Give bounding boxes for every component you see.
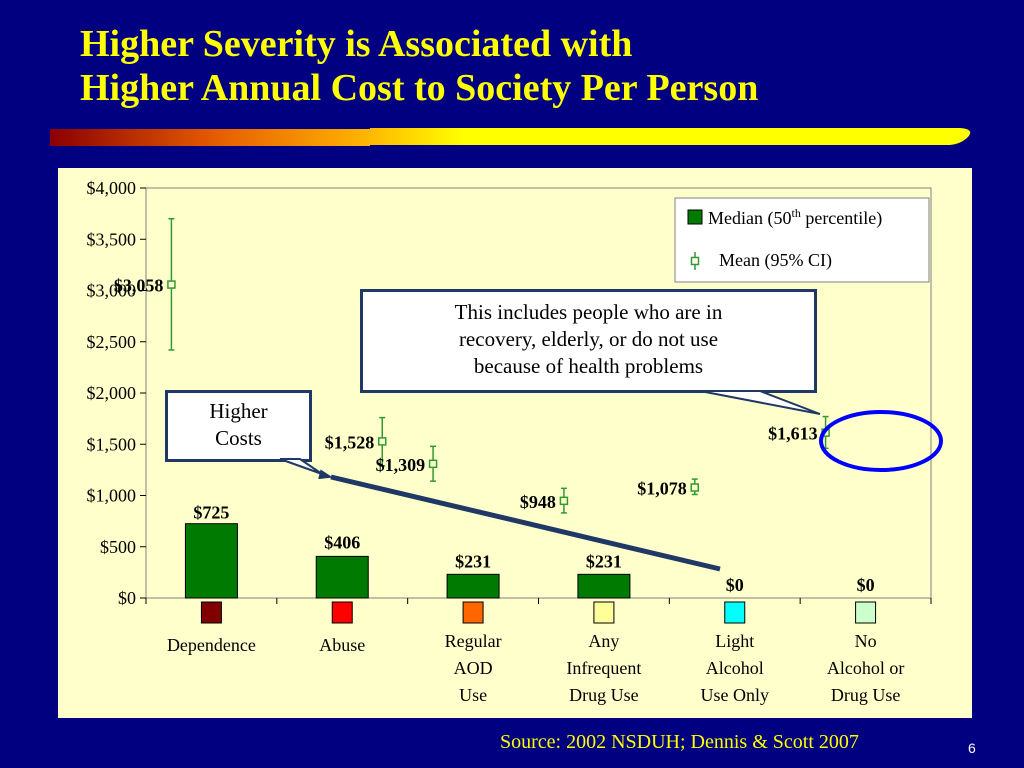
median-value-label: $725 — [193, 503, 229, 523]
median-bar — [446, 573, 500, 599]
category-label: No — [855, 631, 877, 651]
mean-point — [690, 483, 699, 492]
median-value-label: $406 — [324, 532, 360, 552]
category-label: Infrequent — [566, 658, 641, 678]
median-value-label: $231 — [586, 551, 622, 571]
mean-point — [559, 496, 569, 506]
mean-point — [821, 428, 830, 437]
mean-value-label: $1,078 — [637, 479, 687, 499]
category-label: Alcohol or — [827, 658, 904, 678]
mean-point — [428, 459, 438, 469]
y-tick-label: $2,500 — [87, 332, 137, 352]
slide-title: Higher Severity is Associated with Highe… — [80, 22, 758, 110]
category-swatch — [724, 601, 746, 624]
mean-point — [378, 437, 387, 446]
legend-mean-point — [690, 256, 700, 266]
category-label: Use — [459, 685, 487, 705]
median-value-label: $0 — [726, 575, 744, 595]
category-label: Dependence — [167, 635, 256, 655]
median-bar — [184, 523, 238, 599]
mean-value-label: $1,613 — [768, 424, 818, 444]
legend-mean-label: Mean (95% CI) — [719, 250, 832, 271]
legend-box — [674, 197, 930, 283]
y-tick-label: $4,000 — [87, 178, 137, 198]
median-value-label: $0 — [857, 575, 875, 595]
median-bar — [315, 555, 369, 599]
category-label: Drug Use — [569, 685, 639, 705]
category-label: Any — [588, 631, 619, 651]
category-swatch — [593, 601, 615, 624]
higher-costs-line-2: Costs — [215, 426, 262, 450]
includes-note-line-2: recovery, elderly, or do not use — [458, 327, 719, 351]
category-label: AOD — [454, 658, 493, 678]
slide-title-line-1: Higher Severity is Associated with — [80, 23, 633, 65]
includes-note-callout: This includes people who are in recovery… — [360, 289, 817, 393]
legend-median-label: Median (50th percentile) — [708, 206, 882, 229]
median-value-label: $231 — [455, 551, 491, 571]
y-tick-label: $500 — [100, 537, 136, 557]
includes-note-line-3: because of health problems — [473, 354, 704, 378]
category-label: Abuse — [319, 635, 365, 655]
legend-median-swatch — [687, 209, 703, 225]
y-tick-label: $3,000 — [87, 281, 137, 301]
category-label: Use Only — [701, 685, 770, 705]
y-tick-label: $1,500 — [87, 434, 137, 454]
higher-costs-line-1: Higher — [209, 399, 268, 423]
category-swatch — [200, 601, 222, 624]
mean-value-label: $1,309 — [376, 455, 426, 475]
title-underline-bar — [50, 128, 971, 146]
category-swatch — [462, 601, 484, 624]
source-citation: Source: 2002 NSDUH; Dennis & Scott 2007 — [500, 731, 859, 753]
category-label: Drug Use — [831, 685, 901, 705]
y-tick-label: $1,000 — [87, 486, 137, 506]
y-tick-label: $0 — [118, 588, 136, 608]
y-tick-label: $3,500 — [87, 229, 137, 249]
category-label: Regular — [445, 631, 502, 651]
slide-title-line-2: Higher Annual Cost to Society Per Person — [80, 67, 759, 109]
includes-note-line-1: This includes people who are in — [454, 300, 723, 324]
mean-value-label: $948 — [520, 492, 556, 512]
mean-value-label: $3,058 — [114, 276, 164, 296]
category-label: Light — [715, 631, 754, 651]
higher-costs-callout: Higher Costs — [165, 390, 312, 462]
category-label: Alcohol — [706, 658, 764, 678]
category-swatch — [331, 601, 353, 624]
y-tick-label: $2,000 — [87, 383, 137, 403]
category-swatch — [855, 601, 877, 624]
mean-point — [167, 280, 176, 289]
median-bar — [577, 573, 631, 599]
mean-value-label: $1,528 — [325, 432, 375, 452]
page-number: 6 — [968, 740, 976, 756]
